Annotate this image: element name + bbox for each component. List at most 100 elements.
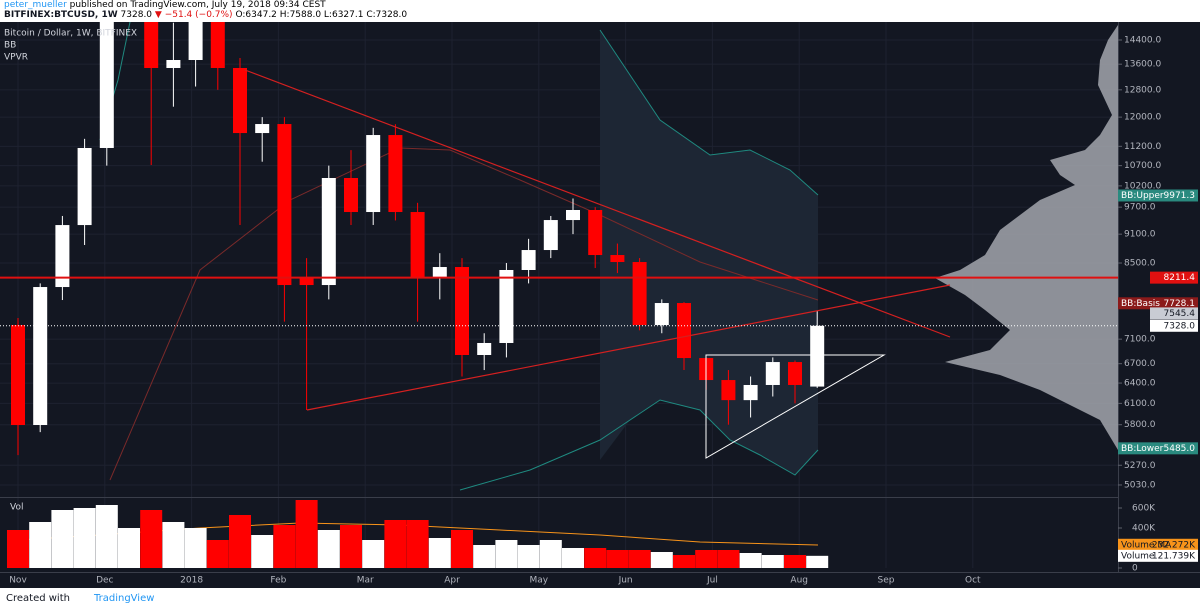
change: ▼ −51.4 (−0.7%) bbox=[154, 10, 233, 20]
marker-name: BB:Lower bbox=[1121, 444, 1164, 454]
bb-upper bbox=[599, 29, 819, 196]
candle-body bbox=[344, 177, 358, 213]
volume-bar bbox=[340, 525, 362, 568]
trendline bbox=[306, 284, 951, 411]
price-marker bbox=[1118, 297, 1198, 310]
grid bbox=[0, 22, 1118, 568]
candle-body bbox=[477, 342, 492, 356]
bb-fill bbox=[600, 30, 818, 475]
candle-body bbox=[654, 303, 669, 326]
marker-label: 7328.0 bbox=[1164, 321, 1196, 331]
x-tick-label: May bbox=[529, 576, 548, 586]
volume-bar bbox=[628, 550, 651, 568]
volume-bar bbox=[362, 540, 385, 568]
legend-indicator: BB bbox=[4, 41, 16, 51]
candle-body bbox=[277, 124, 292, 286]
volume-bar bbox=[317, 530, 340, 568]
y-tick-label: 11200.0 bbox=[1124, 142, 1161, 152]
volume-bar bbox=[428, 538, 451, 568]
y-tick-label: 13600.0 bbox=[1124, 60, 1161, 70]
y-tick-label: 12000.0 bbox=[1124, 113, 1161, 123]
drawings bbox=[244, 69, 951, 459]
legend-title: Bitcoin / Dollar, 1W, BITFINEX bbox=[4, 29, 137, 39]
author[interactable]: peter_mueller bbox=[4, 0, 67, 10]
x-tick-label: Aug bbox=[790, 576, 808, 586]
volume-bar bbox=[495, 540, 518, 568]
price-marker bbox=[1150, 271, 1198, 284]
bb-lower bbox=[459, 399, 819, 491]
candle-body bbox=[499, 269, 514, 343]
x-tick-label: Feb bbox=[270, 576, 286, 586]
x-tick-label: Jun bbox=[618, 576, 633, 586]
candle-body bbox=[543, 220, 558, 251]
candle-body bbox=[233, 67, 247, 134]
candle-body bbox=[77, 147, 92, 226]
marker-name: BB:Upper bbox=[1121, 191, 1164, 201]
symbol-line: BITFINEX:BTCUSD, 1W 7328.0 ▼ −51.4 (−0.7… bbox=[4, 10, 1200, 20]
candle-body bbox=[566, 209, 580, 221]
volume-bar bbox=[695, 550, 718, 568]
volume-bar bbox=[273, 525, 296, 568]
y-tick-label: 12800.0 bbox=[1124, 85, 1161, 95]
volume-bar bbox=[539, 540, 562, 568]
candles bbox=[11, 22, 825, 456]
y-tick-label: 6700.0 bbox=[1124, 359, 1156, 369]
volume-bar bbox=[673, 555, 695, 568]
volume-bar bbox=[584, 548, 607, 568]
footer: Created with TradingView bbox=[0, 588, 1200, 610]
header: peter_mueller published on TradingView.c… bbox=[0, 0, 1200, 22]
y-tick-label: 7100.0 bbox=[1124, 335, 1156, 345]
volume-bar bbox=[517, 545, 540, 568]
volume-tick-label: 600K bbox=[1132, 504, 1156, 514]
last-price: 7328.0 bbox=[120, 10, 153, 20]
published: published on TradingView.com, July 19, 2… bbox=[69, 0, 326, 10]
candle-body bbox=[632, 262, 647, 326]
candle-body bbox=[388, 135, 403, 213]
x-tick-label: 2018 bbox=[180, 576, 203, 586]
x-tick-label: Oct bbox=[965, 576, 981, 586]
x-tick-label: Dec bbox=[96, 576, 113, 586]
volume-bar bbox=[251, 535, 274, 568]
marker-label: 9971.3 bbox=[1164, 191, 1196, 201]
candle-body bbox=[11, 325, 25, 426]
y-tick-label: 5270.0 bbox=[1124, 461, 1156, 471]
volume-bar bbox=[118, 528, 140, 568]
marker-label: 8211.4 bbox=[1164, 273, 1196, 283]
marker-name: Volume MA bbox=[1121, 540, 1172, 550]
volume-tick-label: 400K bbox=[1132, 524, 1156, 534]
volume-bar bbox=[406, 520, 429, 568]
volume-bar bbox=[451, 530, 473, 568]
brand[interactable]: TradingView bbox=[93, 593, 155, 604]
volume-bar bbox=[184, 528, 207, 568]
x-tick-label: Sep bbox=[878, 576, 895, 586]
candle-body bbox=[521, 250, 536, 270]
volume-bar bbox=[473, 545, 496, 568]
candle-body bbox=[188, 22, 203, 61]
overlays-back bbox=[99, 22, 1118, 491]
price-marker bbox=[1118, 189, 1198, 202]
price-marker bbox=[1118, 538, 1198, 551]
candle-body bbox=[99, 22, 114, 148]
candle-body bbox=[166, 60, 181, 68]
candle-body bbox=[677, 303, 691, 359]
candle-body bbox=[810, 325, 825, 387]
y-tick-label: 10200.0 bbox=[1124, 181, 1161, 191]
chart: Bitcoin / Dollar, 1W, BITFINEX BB VPVR V… bbox=[0, 22, 1200, 588]
candle-body bbox=[55, 225, 70, 288]
volume-bar bbox=[51, 510, 74, 568]
price-marker bbox=[1118, 442, 1198, 455]
volume-bar bbox=[562, 548, 584, 568]
y-tick-label: 9700.0 bbox=[1124, 203, 1156, 213]
publish-line: peter_mueller published on TradingView.c… bbox=[4, 0, 1200, 10]
volume-bar bbox=[761, 555, 784, 568]
volume-bar bbox=[95, 505, 118, 568]
candle-body bbox=[788, 362, 802, 385]
y-tick-label: 10700.0 bbox=[1124, 161, 1161, 171]
volume-bar bbox=[162, 522, 185, 568]
price-marker bbox=[1118, 549, 1198, 562]
y-tick-label: 6400.0 bbox=[1124, 379, 1156, 389]
x-tick-label: Nov bbox=[9, 576, 27, 586]
volume-bar bbox=[739, 553, 762, 568]
y-tick-label: 9100.0 bbox=[1124, 230, 1156, 240]
